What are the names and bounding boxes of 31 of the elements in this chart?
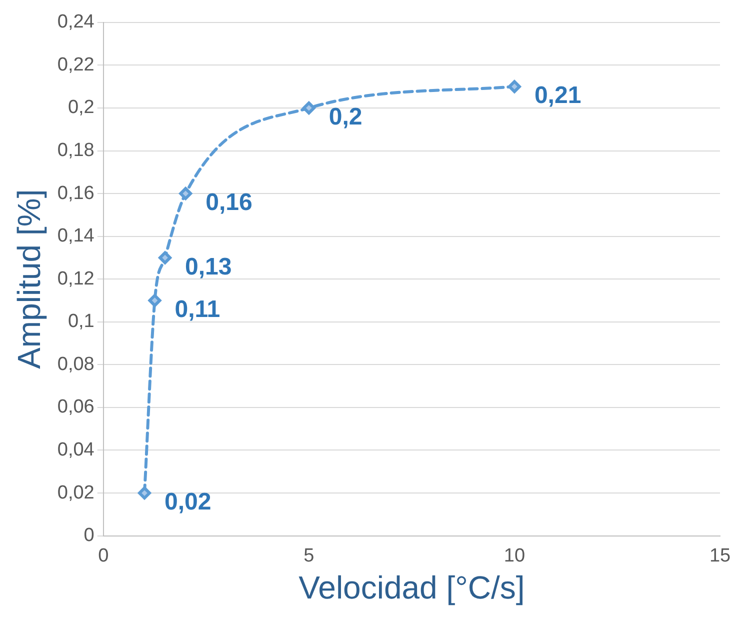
y-tick-label: 0,16 [57, 182, 94, 204]
y-tick-label: 0,02 [57, 482, 94, 504]
point [148, 294, 162, 307]
y-tick-label: 0,2 [68, 97, 94, 118]
point [179, 187, 192, 200]
x-axis-title: Velocidad [°C/s] [298, 570, 525, 606]
y-tick-label: 0,12 [57, 268, 94, 290]
y-tick-label: 0,24 [57, 12, 95, 33]
y-tick-label: 0,22 [57, 54, 94, 76]
y-tick-label: 0,08 [57, 354, 94, 375]
data-label: 0,02 [164, 488, 212, 516]
x-tick-label: 15 [709, 545, 731, 566]
x-tick-label: 5 [304, 545, 314, 566]
data-label: 0,11 [174, 296, 220, 324]
x-tick-label: 0 [98, 545, 109, 566]
y-tick-label: 0,04 [57, 439, 95, 460]
y-tick-label: 0,06 [57, 396, 94, 418]
y-tick-label: 0,18 [57, 140, 94, 161]
y-tick-label: 0 [84, 525, 94, 546]
data-label: 0,16 [206, 189, 252, 216]
point [302, 101, 316, 114]
point [158, 251, 172, 264]
point [138, 486, 151, 500]
y-tick-label: 0,14 [57, 226, 95, 247]
x-tick-label: 10 [504, 545, 526, 566]
data-label: 0,2 [328, 104, 362, 131]
data-label: 0,13 [185, 253, 232, 280]
data-label: 0,21 [534, 82, 582, 110]
y-axis-title: Amplitud [%] [11, 189, 48, 369]
point [508, 80, 521, 94]
y-tick-label: 0,1 [68, 311, 94, 332]
